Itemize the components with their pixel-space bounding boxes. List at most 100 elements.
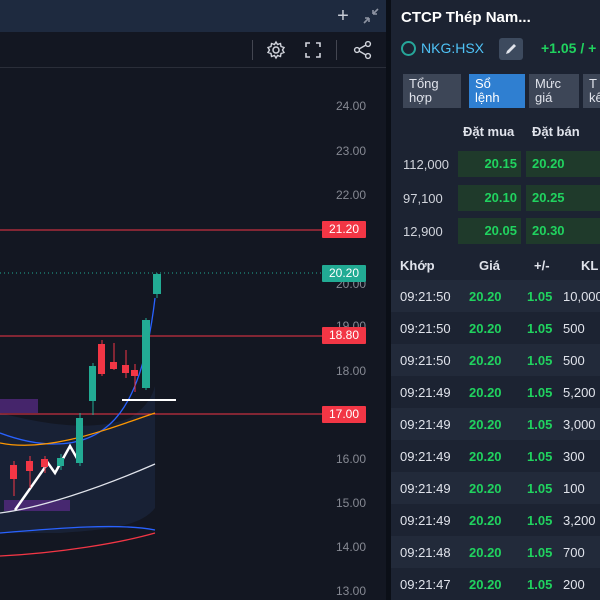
bid-volume: 97,100: [403, 191, 443, 206]
trade-price: 20.20: [469, 577, 502, 592]
order-book-row[interactable]: 112,000 20.15 20.20: [391, 148, 600, 180]
trade-change: 1.05: [527, 385, 553, 400]
toolbar-divider: [336, 40, 337, 60]
panel-tabs: Tổng hợp Sổ lệnh Mức giá T kê: [403, 74, 600, 108]
ask-price: 20.30: [526, 218, 600, 244]
trades-header: Khớp Giá +/- KL: [391, 252, 600, 280]
price-axis-label: 14.00: [336, 540, 367, 554]
pencil-icon: [506, 44, 516, 54]
ask-price: 20.20: [526, 151, 600, 177]
trade-change: 1.05: [527, 321, 553, 336]
candlestick-chart[interactable]: [0, 68, 386, 600]
trade-time: 09:21:50: [400, 289, 451, 304]
gear-icon[interactable]: [265, 39, 287, 61]
trade-time: 09:21:48: [400, 545, 451, 560]
trade-row[interactable]: 09:21:49 20.20 1.05 100: [391, 472, 600, 504]
tab-thong-ke[interactable]: T kê: [583, 74, 600, 108]
candle: [76, 418, 83, 463]
trade-row[interactable]: 09:21:50 20.20 1.05 500: [391, 344, 600, 376]
ma-line: [0, 463, 156, 514]
col-time-header: Khớp: [400, 258, 435, 273]
trade-price: 20.20: [469, 481, 502, 496]
tab-tong-hop[interactable]: Tổng hợp: [403, 74, 461, 108]
trade-change: 1.05: [527, 513, 553, 528]
bid-price: 20.15: [458, 151, 521, 177]
quote-panel: CTCP Thép Nam... NKG:HSX +1.05 / + Tổng …: [391, 0, 600, 600]
trade-time: 09:21:50: [400, 321, 451, 336]
price-tag-17-00: 17.00: [322, 406, 366, 423]
band-lower-line: [0, 525, 156, 534]
price-tag-18-80: 18.80: [322, 327, 366, 344]
trade-volume: 3,200: [563, 513, 596, 528]
price-axis-label: 23.00: [336, 144, 367, 158]
pane-divider[interactable]: [386, 0, 391, 600]
ticker-symbol[interactable]: NKG:HSX: [421, 40, 485, 56]
col-volume-header: KL: [581, 258, 599, 273]
tab-so-lenh[interactable]: Sổ lệnh: [469, 74, 525, 108]
stock-title: CTCP Thép Nam...: [401, 9, 531, 26]
candle: [26, 461, 33, 471]
live-status-icon: [401, 41, 416, 56]
trade-change: 1.05: [527, 353, 553, 368]
price-axis-label: 16.00: [336, 452, 367, 466]
price-tag-21-20: 21.20: [322, 221, 366, 238]
price-axis-label: 15.00: [336, 496, 367, 510]
candles: [10, 273, 161, 496]
edit-button[interactable]: [499, 38, 523, 60]
trade-price: 20.20: [469, 513, 502, 528]
trade-row[interactable]: 09:21:50 20.20 1.05 500: [391, 312, 600, 344]
trade-row[interactable]: 09:21:48 20.20 1.05 700: [391, 536, 600, 568]
price-axis-label: 18.00: [336, 364, 367, 378]
bid-price: 20.10: [458, 185, 521, 211]
price-tag-last: 20.20: [322, 265, 366, 282]
col-change-header: +/-: [534, 258, 550, 273]
trade-volume: 3,000: [563, 417, 596, 432]
trade-price: 20.20: [469, 449, 502, 464]
trade-change: 1.05: [527, 449, 553, 464]
toolbar-divider: [252, 40, 253, 60]
trade-time: 09:21:49: [400, 513, 451, 528]
trade-time: 09:21:49: [400, 417, 451, 432]
candle: [10, 465, 17, 479]
trade-row[interactable]: 09:21:49 20.20 1.05 5,200: [391, 376, 600, 408]
trade-change: 1.05: [527, 545, 553, 560]
fullscreen-icon[interactable]: [302, 39, 324, 61]
trade-time: 09:21:47: [400, 577, 451, 592]
trade-price: 20.20: [469, 289, 502, 304]
trade-change: 1.05: [527, 481, 553, 496]
trade-change: 1.05: [527, 417, 553, 432]
order-book-row[interactable]: 12,900 20.05 20.30: [391, 215, 600, 247]
bid-price: 20.05: [458, 218, 521, 244]
ask-header: Đặt bán: [532, 124, 580, 139]
candle: [122, 365, 129, 373]
bid-header: Đặt mua: [463, 124, 515, 139]
candle: [98, 344, 105, 374]
trade-volume: 200: [563, 577, 585, 592]
candle: [41, 459, 48, 467]
trade-row[interactable]: 09:21:49 20.20 1.05 3,000: [391, 408, 600, 440]
trade-volume: 500: [563, 321, 585, 336]
trade-price: 20.20: [469, 417, 502, 432]
candle: [57, 458, 64, 466]
trade-row[interactable]: 09:21:49 20.20 1.05 300: [391, 440, 600, 472]
bid-volume: 112,000: [403, 157, 450, 172]
ask-price: 20.25: [526, 185, 600, 211]
tab-muc-gia[interactable]: Mức giá: [529, 74, 579, 108]
trade-volume: 10,000: [563, 289, 600, 304]
order-book-row[interactable]: 97,100 20.10 20.25: [391, 182, 600, 214]
trade-row[interactable]: 09:21:49 20.20 1.05 3,200: [391, 504, 600, 536]
price-change: +1.05 / +: [541, 40, 597, 56]
share-icon[interactable]: [352, 39, 374, 61]
trade-change: 1.05: [527, 289, 553, 304]
trade-row[interactable]: 09:21:50 20.20 1.05 10,000: [391, 280, 600, 312]
trade-row[interactable]: 09:21:47 20.20 1.05 200: [391, 568, 600, 600]
collapse-icon[interactable]: [360, 5, 382, 27]
trade-time: 09:21:50: [400, 353, 451, 368]
trade-price: 20.20: [469, 353, 502, 368]
chart-pane[interactable]: +: [0, 0, 388, 600]
trade-time: 09:21:49: [400, 481, 451, 496]
plus-icon[interactable]: +: [337, 5, 349, 27]
trade-price: 20.20: [469, 545, 502, 560]
chart-top-bar: +: [0, 0, 388, 32]
trend-arrow: [13, 443, 80, 511]
